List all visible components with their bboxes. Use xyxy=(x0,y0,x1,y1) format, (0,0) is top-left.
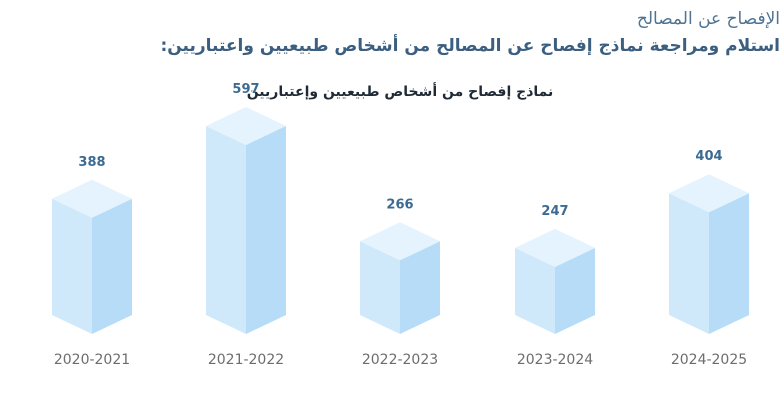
value-label: 388 xyxy=(78,155,105,170)
bar-right-face xyxy=(246,125,286,335)
bar-top-face xyxy=(206,106,286,145)
value-label: 266 xyxy=(386,197,413,212)
value-label: 247 xyxy=(541,204,568,219)
bar-2021-2022 xyxy=(206,106,286,335)
bar-2023-2024 xyxy=(515,228,595,334)
bar-left-face xyxy=(669,193,709,334)
bar-right-face xyxy=(92,198,132,334)
value-label: 404 xyxy=(695,149,722,164)
bar-left-face xyxy=(52,198,92,334)
bar-2024-2025 xyxy=(669,174,749,334)
bar-top-face xyxy=(515,228,595,267)
category-label: 2021-2022 xyxy=(208,352,284,368)
category-label: 2023-2024 xyxy=(517,352,593,368)
bar-2020-2021 xyxy=(52,179,132,334)
value-label: 597 xyxy=(232,82,259,97)
bar-top-face xyxy=(669,174,749,213)
category-label: 2024-2025 xyxy=(671,352,747,368)
section-subtitle: استلام ومراجعة نماذج إفصاح عن المصالح من… xyxy=(160,36,780,56)
bar-right-face xyxy=(709,193,749,334)
section-title: الإفصاح عن المصالح xyxy=(636,9,780,29)
bar-2022-2023 xyxy=(360,222,440,334)
category-label: 2022-2023 xyxy=(362,352,438,368)
category-label: 2020-2021 xyxy=(54,352,130,368)
bar-top-face xyxy=(360,222,440,261)
bar-right-face xyxy=(555,247,595,334)
bar-right-face xyxy=(400,241,440,334)
bar-left-face xyxy=(206,125,246,335)
bar-top-face xyxy=(52,179,132,218)
chart-title: نماذج إفصاح من أشخاص طبيعيين وإعتباريين xyxy=(246,84,554,100)
bar-left-face xyxy=(515,247,555,334)
bar-left-face xyxy=(360,241,400,334)
